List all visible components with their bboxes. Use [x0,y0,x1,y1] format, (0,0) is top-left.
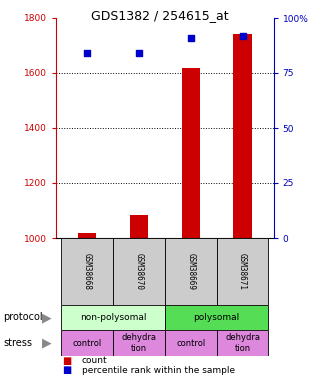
Text: dehydra
tion: dehydra tion [225,333,260,353]
Bar [130,214,148,238]
Text: GSM38671: GSM38671 [238,253,247,290]
Text: non-polysomal: non-polysomal [80,313,146,322]
Text: ■: ■ [62,366,72,375]
Text: count: count [82,356,107,365]
Bar [61,305,165,330]
Text: dehydra
tion: dehydra tion [121,333,156,353]
Bar [217,330,268,356]
Bar [165,305,268,330]
Text: GDS1382 / 254615_at: GDS1382 / 254615_at [91,9,229,22]
Text: GSM38668: GSM38668 [83,253,92,290]
Bar [113,238,165,305]
Text: GSM38669: GSM38669 [186,253,195,290]
Text: ▶: ▶ [42,336,51,350]
Text: percentile rank within the sample: percentile rank within the sample [82,366,235,375]
Point [240,33,245,39]
Bar [234,34,252,238]
Text: stress: stress [3,338,32,348]
Bar [78,232,96,238]
Bar [113,330,165,356]
Bar [165,238,217,305]
Text: ▶: ▶ [42,311,51,324]
Bar [182,68,200,238]
Text: ■: ■ [62,356,72,366]
Bar [217,238,268,305]
Point [188,35,193,41]
Bar [61,238,113,305]
Bar [61,330,113,356]
Text: polysomal: polysomal [194,313,240,322]
Text: GSM38670: GSM38670 [134,253,143,290]
Text: control: control [176,339,205,348]
Point [84,50,90,56]
Text: protocol: protocol [3,312,43,322]
Bar [165,330,217,356]
Text: control: control [72,339,102,348]
Point [136,50,141,56]
